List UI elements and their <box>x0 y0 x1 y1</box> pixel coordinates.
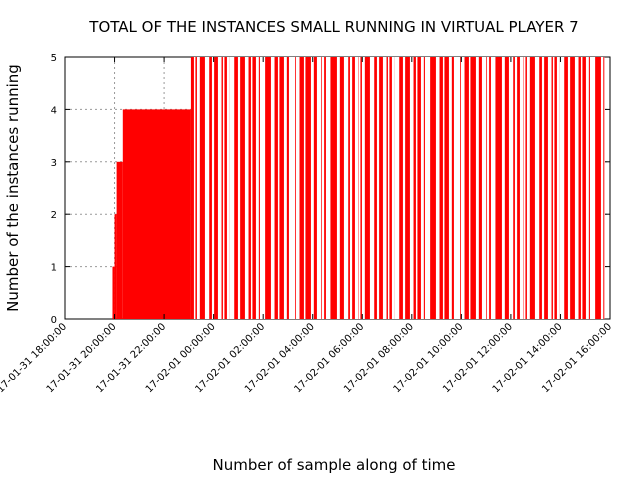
sample-gap <box>193 57 196 319</box>
sample-gap <box>391 57 395 319</box>
sample-gap <box>211 57 215 319</box>
sample-gap <box>508 57 514 319</box>
sample-gap <box>196 57 200 319</box>
sample-gap <box>292 57 296 319</box>
sample-gap <box>574 57 579 319</box>
sample-gap <box>369 57 375 319</box>
sample-gap <box>519 57 524 319</box>
sample-gap <box>468 57 471 319</box>
sample-gap <box>376 57 380 319</box>
sample-gap <box>204 57 210 319</box>
bars <box>112 57 605 320</box>
y-tick-label: 4 <box>51 105 57 116</box>
x-axis-label: Number of sample along of time <box>212 456 455 474</box>
sample-gap <box>424 57 430 319</box>
sample-gap <box>237 57 241 319</box>
sample-gap <box>217 57 222 319</box>
sample-gap <box>354 57 359 319</box>
sample-gap <box>585 57 589 319</box>
y-tick-label: 0 <box>51 315 57 326</box>
sample-gap <box>277 57 280 319</box>
sample-gap <box>442 57 445 319</box>
sample-gap <box>415 57 418 319</box>
sample-gap <box>493 57 496 319</box>
sample-gap <box>250 57 253 319</box>
sample-gap <box>328 57 331 319</box>
sample-gap <box>490 57 495 319</box>
plot-area <box>64 56 611 320</box>
sample-gap <box>349 57 353 319</box>
sample-gap <box>592 57 596 319</box>
sample-gap <box>481 57 487 319</box>
sample-gap <box>325 57 330 319</box>
sample-gap <box>547 57 552 319</box>
sample-gap <box>343 57 349 319</box>
sample-gap <box>420 57 424 319</box>
sample-gap <box>394 57 400 319</box>
sample-gap <box>453 57 459 319</box>
sample-gap <box>589 57 595 319</box>
sample-gap <box>523 57 526 319</box>
sample-gap <box>501 57 505 319</box>
sample-gap <box>559 57 565 319</box>
sample-gap <box>435 57 440 319</box>
sample-gap <box>580 57 583 319</box>
chart-title: TOTAL OF THE INSTANCES SMALL RUNNING IN … <box>88 18 578 36</box>
y-axis-label: Number of the instances running <box>4 64 22 312</box>
sample-gap <box>457 57 461 319</box>
sample-gap <box>303 57 306 319</box>
sample-gap <box>460 57 465 319</box>
sample-gap <box>244 57 249 319</box>
sample-gap <box>382 57 387 319</box>
sample-gap <box>552 57 555 319</box>
sample-gap <box>486 57 490 319</box>
sample-gap <box>226 57 230 319</box>
sample-gap <box>222 57 225 319</box>
sample-gap <box>402 57 406 319</box>
y-tick-label: 2 <box>51 210 57 221</box>
sample-gap <box>255 57 259 319</box>
y-tick-label: 1 <box>51 263 57 274</box>
sample-gap <box>310 57 314 319</box>
y-tick-label: 3 <box>51 158 57 169</box>
sample-gap <box>556 57 560 319</box>
sample-gap <box>409 57 414 319</box>
sample-gap <box>600 57 605 319</box>
sample-gap <box>448 57 452 319</box>
sample-gap <box>262 57 266 319</box>
sample-gap <box>288 57 294 319</box>
sample-gap <box>316 57 322 319</box>
y-axis-ticks: 0 1 2 3 4 5 <box>51 53 610 326</box>
sample-gap <box>514 57 518 319</box>
sample-gap <box>361 57 365 319</box>
sample-gap <box>567 57 571 319</box>
bar <box>116 161 123 319</box>
sample-gap <box>321 57 325 319</box>
sample-gap <box>526 57 530 319</box>
sample-gap <box>336 57 340 319</box>
bar <box>122 109 191 320</box>
sample-gap <box>475 57 479 319</box>
sample-gap <box>358 57 361 319</box>
sample-gap <box>427 57 431 319</box>
sample-gap <box>270 57 275 319</box>
sample-gap <box>229 57 235 319</box>
sample-gap <box>283 57 287 319</box>
y-tick-label: 5 <box>51 53 57 64</box>
sample-gap <box>541 57 545 319</box>
sample-gap <box>295 57 300 319</box>
bar <box>112 266 115 319</box>
bar <box>114 214 117 319</box>
sample-gap <box>534 57 540 319</box>
sample-gap <box>259 57 265 319</box>
sample-gap <box>387 57 390 319</box>
